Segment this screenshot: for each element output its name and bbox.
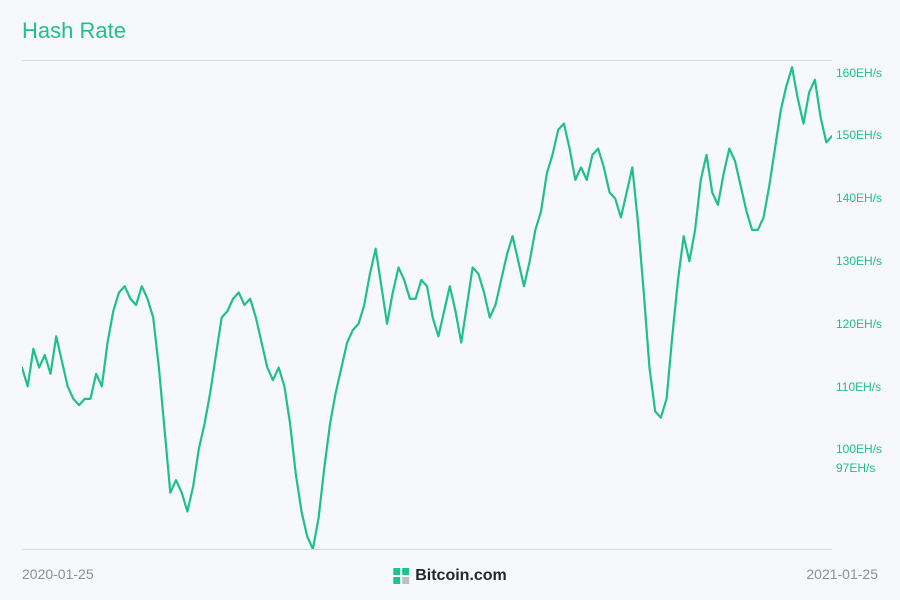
x-axis-label-end: 2021-01-25	[806, 566, 878, 582]
y-tick-label: 120EH/s	[836, 317, 882, 331]
y-tick-label: 130EH/s	[836, 254, 882, 268]
y-tick-label: 100EH/s	[836, 442, 882, 456]
y-tick-label: 97EH/s	[836, 461, 875, 475]
hashrate-series-line	[22, 67, 832, 549]
y-tick-label: 140EH/s	[836, 191, 882, 205]
y-tick-label: 150EH/s	[836, 128, 882, 142]
hashrate-line-chart	[22, 61, 832, 549]
chart-container: Hash Rate 97EH/s 100EH/s 110EH/s 120EH/s 130…	[0, 0, 900, 600]
x-axis-label-start: 2020-01-25	[22, 566, 94, 582]
brand-icon	[393, 568, 409, 584]
y-tick-label: 110EH/s	[836, 380, 881, 394]
chart-title: Hash Rate	[22, 18, 126, 44]
brand-text: Bitcoin.com	[415, 567, 507, 585]
plot-area	[22, 60, 832, 550]
brand-watermark: Bitcoin.com	[393, 567, 507, 585]
y-tick-label: 160EH/s	[836, 66, 882, 80]
